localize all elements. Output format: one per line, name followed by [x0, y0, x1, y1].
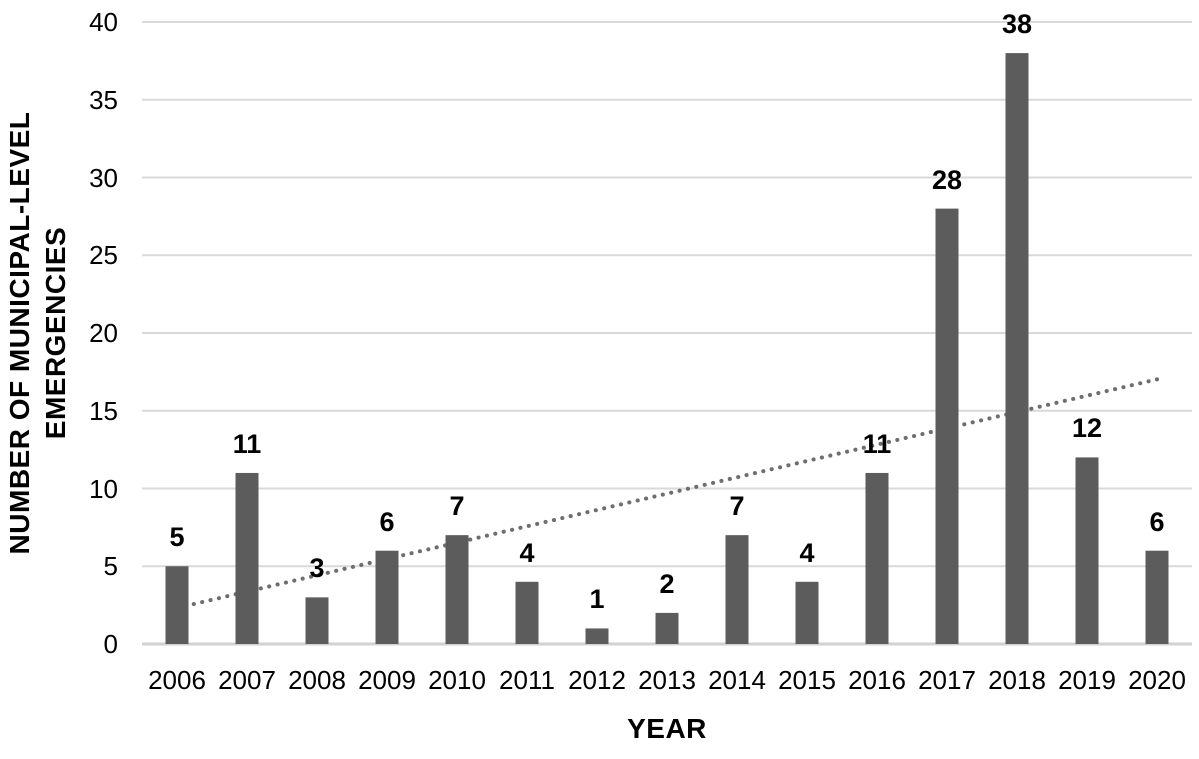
x-tick-label-2019: 2019	[1058, 665, 1116, 695]
bar-2007	[235, 472, 259, 644]
x-tick-label-2014: 2014	[708, 665, 766, 695]
bar-2010	[445, 535, 469, 644]
x-tick-label-2013: 2013	[638, 665, 696, 695]
x-tick-label-2009: 2009	[358, 665, 416, 695]
bar-2020	[1145, 550, 1169, 644]
bar-2014	[725, 535, 749, 644]
bar-2012	[585, 628, 609, 644]
y-tick-label-0: 0	[103, 629, 118, 659]
data-label-2018: 38	[1001, 9, 1033, 40]
y-tick-label-30: 30	[89, 162, 118, 193]
bar-2016	[865, 472, 889, 644]
x-tick-label-2016: 2016	[848, 665, 906, 695]
data-label-2019: 12	[1071, 413, 1103, 444]
data-label-2009: 6	[379, 506, 395, 537]
data-label-2012: 1	[589, 584, 605, 615]
bar-2008	[305, 597, 329, 644]
data-label-2010: 7	[449, 491, 465, 522]
y-tick-label-25: 25	[89, 240, 118, 271]
bar-2019	[1075, 457, 1099, 644]
data-label-2016: 11	[862, 428, 892, 459]
bar-2011	[515, 581, 539, 644]
x-tick-label-2007: 2007	[218, 665, 276, 695]
y-tick-label-20: 20	[89, 318, 118, 348]
data-label-2011: 4	[519, 537, 535, 568]
y-tick-label-10: 10	[89, 473, 118, 504]
x-tick-label-2020: 2020	[1128, 665, 1186, 695]
x-tick-label-2010: 2010	[428, 665, 486, 695]
y-tick-label-40: 40	[89, 7, 118, 37]
x-tick-label-2011: 2011	[499, 665, 555, 695]
bar-2009	[375, 550, 399, 644]
y-tick-label-35: 35	[89, 84, 118, 115]
bar-2006	[165, 566, 189, 644]
bar-2017	[935, 208, 959, 644]
bar-2015	[795, 581, 819, 644]
data-label-2015: 4	[799, 537, 815, 568]
data-label-2017: 28	[931, 164, 963, 195]
data-label-2013: 2	[659, 568, 675, 599]
y-tick-label-5: 5	[103, 551, 118, 582]
data-label-2020: 6	[1149, 506, 1165, 537]
x-tick-label-2006: 2006	[148, 665, 206, 695]
x-tick-label-2015: 2015	[778, 665, 836, 695]
data-label-2007: 11	[232, 428, 262, 459]
x-axis-title: YEAR	[627, 713, 707, 744]
data-label-2014: 7	[729, 491, 745, 522]
x-tick-label-2012: 2012	[568, 665, 626, 695]
y-tick-label-15: 15	[89, 395, 118, 426]
x-tick-label-2008: 2008	[288, 665, 346, 695]
bar-2018	[1005, 53, 1029, 645]
x-tick-label-2018: 2018	[988, 665, 1046, 695]
data-label-2006: 5	[169, 522, 185, 553]
data-label-2008: 3	[309, 553, 325, 584]
x-tick-label-2017: 2017	[918, 665, 976, 695]
bar-2013	[655, 612, 679, 644]
